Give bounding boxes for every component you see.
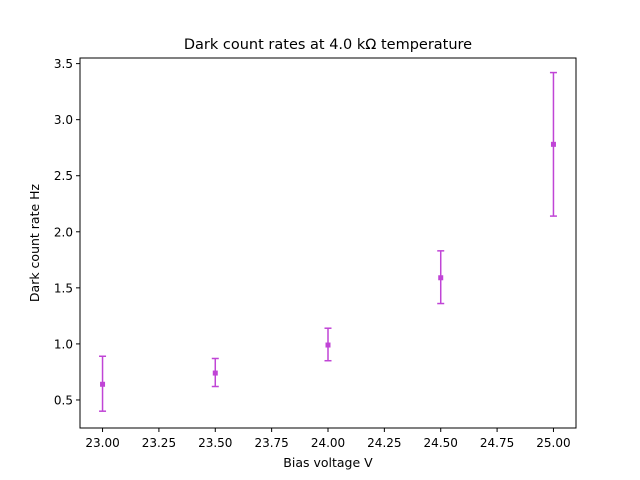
data-point [550, 141, 556, 147]
data-point [100, 381, 106, 387]
x-axis: 23.00 23.25 23.50 23.75 24.00 24.25 24.50 24.75… [85, 428, 571, 450]
x-tick-label: 24.50 [424, 436, 458, 450]
plot-frame [79, 57, 577, 429]
x-tick-label: 23.50 [198, 436, 232, 450]
y-tick-label: 1.0 [54, 337, 73, 351]
y-tick-label: 3.5 [54, 57, 73, 71]
data-series [99, 71, 557, 412]
x-tick-label: 23.00 [85, 436, 119, 450]
x-tick-label: 24.00 [311, 436, 345, 450]
x-tick-label: 23.75 [254, 436, 288, 450]
chart-title: Dark count rates at 4.0 kΩ temperature [184, 37, 472, 53]
y-tick-label: 2.0 [54, 225, 73, 239]
data-point [438, 275, 444, 281]
data-point [325, 342, 331, 348]
x-tick-label: 23.25 [142, 436, 176, 450]
x-tick-label: 25.00 [536, 436, 570, 450]
x-tick-label: 24.75 [480, 436, 514, 450]
y-tick-label: 0.5 [54, 393, 73, 407]
x-axis-label: Bias voltage V [283, 455, 373, 470]
y-tick-label: 3.0 [54, 113, 73, 127]
y-axis: 0.5 1.0 1.5 2.0 2.5 3.0 3.5 [54, 57, 80, 407]
data-point [212, 370, 218, 376]
y-tick-label: 2.5 [54, 169, 73, 183]
y-axis-label: Dark count rate Hz [27, 183, 42, 302]
y-tick-label: 1.5 [54, 281, 73, 295]
x-tick-label: 24.25 [367, 436, 401, 450]
